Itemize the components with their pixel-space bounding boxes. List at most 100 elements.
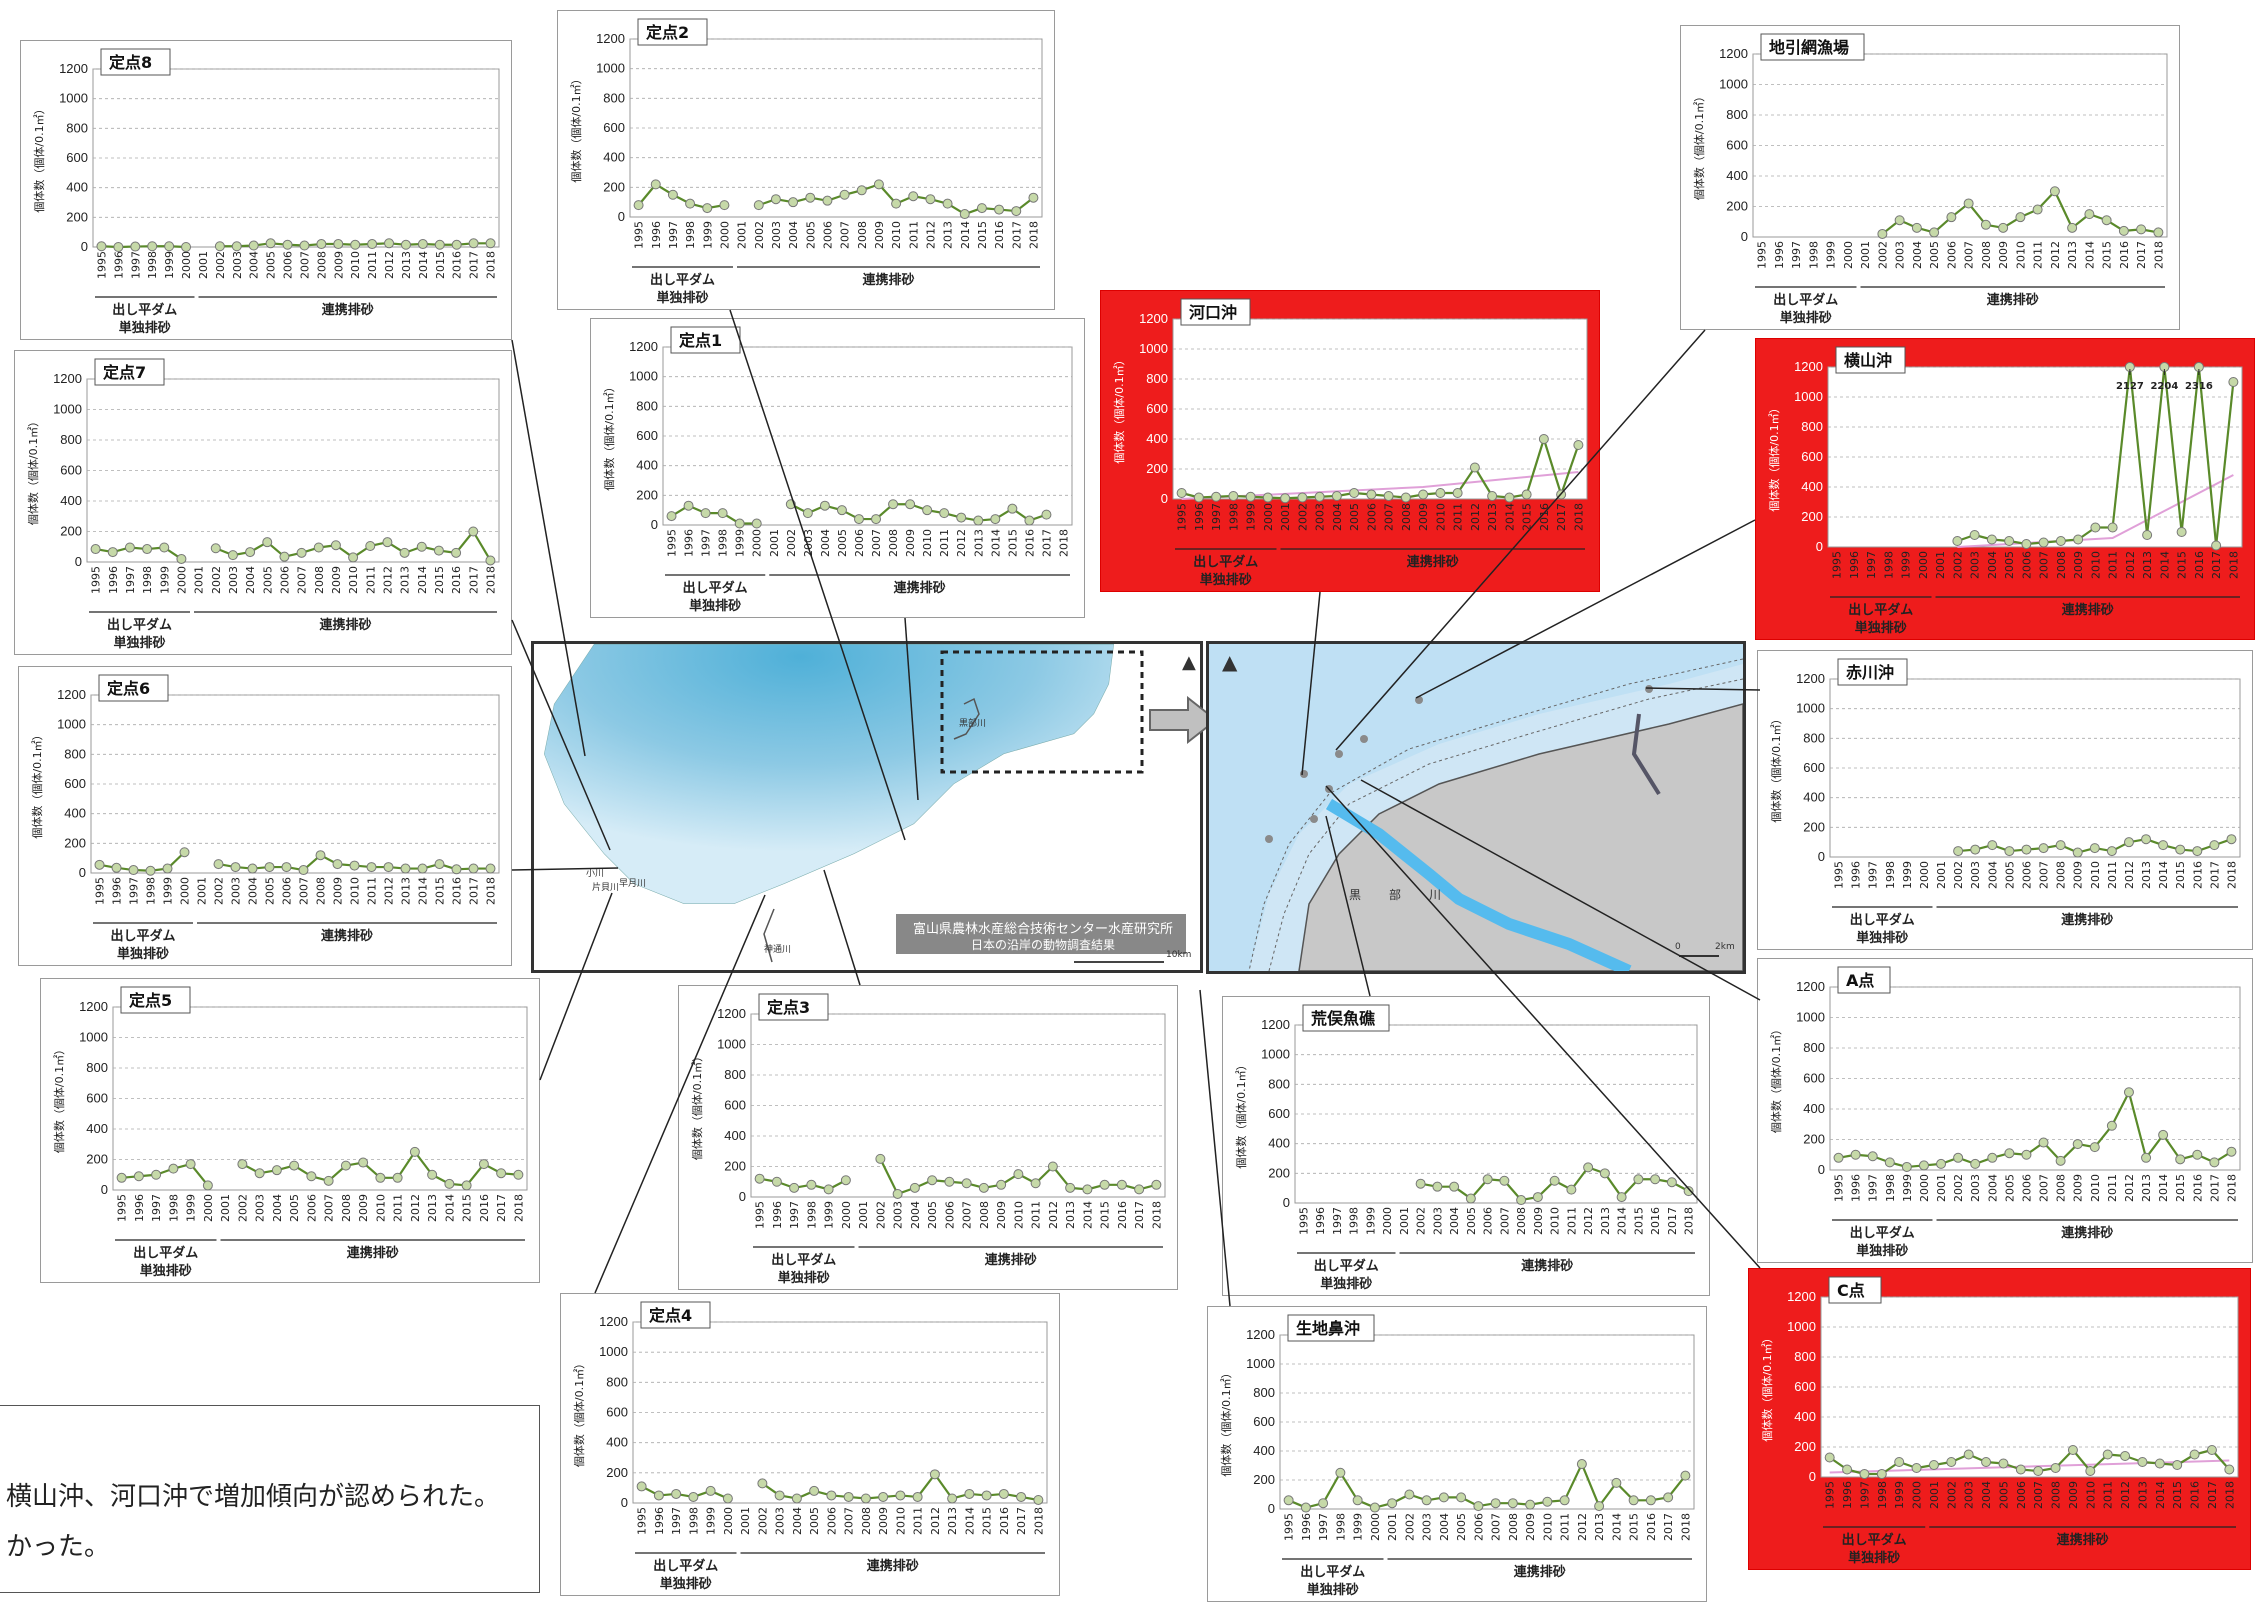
data-point <box>2090 522 2101 533</box>
x-tick-label: 2017 <box>1662 1513 1675 1541</box>
data-point <box>1867 1151 1878 1162</box>
x-tick-label: 2014 <box>1081 1201 1094 1229</box>
data-point <box>2021 539 2032 549</box>
period2-label: 連携排砂 <box>322 302 374 318</box>
data-point <box>316 239 327 250</box>
series-segment <box>2053 190 2074 229</box>
x-tick-label: 2001 <box>197 251 210 279</box>
series-segment <box>472 530 492 562</box>
data-point <box>1418 489 1429 500</box>
x-tick-label: 2008 <box>1980 241 1993 269</box>
x-tick-label: 2016 <box>451 877 464 905</box>
x-tick-label: 2014 <box>959 221 972 249</box>
data-point <box>2209 1157 2220 1168</box>
data-point <box>1986 534 1997 545</box>
x-tick-label: 1998 <box>805 1201 818 1229</box>
data-point <box>1680 1470 1691 1481</box>
period1-label-2: 単独排砂 <box>140 1263 192 1279</box>
data-point <box>128 865 139 876</box>
x-tick-label: 2014 <box>417 877 430 905</box>
chart-title: 地引網漁場 <box>1769 38 1849 57</box>
data-point <box>461 1180 472 1191</box>
data-point <box>2176 527 2187 537</box>
y-tick-label: 1200 <box>1796 979 1825 994</box>
x-tick-label: 2016 <box>2191 1174 2204 1202</box>
chart-title: 赤川沖 <box>1846 663 1894 682</box>
data-point <box>1507 1498 1518 1509</box>
data-point <box>1542 1496 1553 1507</box>
x-tick-label: 1996 <box>1300 1513 1313 1541</box>
x-tick-label: 1997 <box>1790 241 1803 269</box>
data-point <box>2226 1146 2237 1157</box>
series-segment <box>2110 1091 2130 1127</box>
title-box <box>1180 298 1251 326</box>
y-tick-label: 400 <box>60 493 82 508</box>
x-tick-label: 2004 <box>787 221 800 249</box>
data-point <box>754 1173 765 1184</box>
x-tick-label: 1999 <box>1900 551 1913 579</box>
chart-svg-ikuji: 0 200 400 600 800 1000 1200 個体数（個体/0.1㎡） 1995 199… <box>1219 1314 1695 1598</box>
x-tick-label: 2011 <box>2106 861 2119 889</box>
x-tick-label: 2008 <box>860 1507 873 1535</box>
x-tick-label: 2002 <box>874 1201 887 1229</box>
data-point <box>789 1182 800 1193</box>
x-tick-label: 1998 <box>1807 241 1820 269</box>
data-point <box>878 1491 889 1502</box>
x-tick-label: 2004 <box>1986 861 1999 889</box>
data-point <box>1300 1502 1311 1513</box>
x-tick-label: 2000 <box>1369 1513 1382 1541</box>
title-box <box>670 326 741 354</box>
chart-svg-teiten6: 0 200 400 600 800 1000 1200 個体数（個体/0.1㎡） 1995 199… <box>30 674 500 962</box>
data-label: 2316 <box>2185 381 2213 392</box>
y-tick-label: 200 <box>1803 819 1825 834</box>
data-point <box>996 1179 1007 1190</box>
series-segment <box>2197 366 2218 546</box>
x-tick-label: 2006 <box>2020 1174 2033 1202</box>
data-point <box>1633 1174 1644 1185</box>
x-tick-label: 1997 <box>150 1194 163 1222</box>
x-tick-label: 2004 <box>247 877 260 905</box>
y-tick-label: 1000 <box>1796 701 1825 716</box>
data-point <box>666 511 677 522</box>
data-point <box>753 200 764 211</box>
x-tick-label: 2010 <box>374 1194 387 1222</box>
data-point <box>947 1493 958 1504</box>
data-point <box>978 1182 989 1193</box>
data-point <box>444 1178 455 1189</box>
x-tick-label: 2015 <box>434 877 447 905</box>
period2-label: 連携排砂 <box>1514 1564 1566 1580</box>
data-point <box>685 198 696 209</box>
y-tick-label: 1000 <box>1719 77 1748 92</box>
period1-label-1: 出し平ダム <box>133 1245 198 1261</box>
data-point <box>2015 1464 2026 1475</box>
data-point <box>774 1490 785 1501</box>
data-point <box>757 1478 768 1489</box>
x-tick-label: 2000 <box>722 1507 735 1535</box>
data-point <box>1559 1495 1570 1506</box>
x-tick-label: 2007 <box>2032 1481 2045 1509</box>
chart-akagawaoki: 0 200 400 600 800 1000 1200 個体数（個体/0.1㎡） 1995 199… <box>1757 650 2253 950</box>
data-point <box>912 1491 923 1502</box>
x-tick-label: 2015 <box>2174 861 2187 889</box>
y-tick-label: 800 <box>724 1067 746 1082</box>
data-point <box>1030 1178 1041 1189</box>
y-tick-label: 800 <box>1794 1349 1816 1364</box>
x-tick-label: 1996 <box>1193 503 1206 531</box>
period2-label: 連携排砂 <box>862 272 914 288</box>
x-tick-label: 1995 <box>1297 1207 1310 1235</box>
chart-teiten4: 0 200 400 600 800 1000 1200 個体数（個体/0.1㎡） 1995 199… <box>560 1293 1060 1596</box>
data-point <box>375 1172 386 1183</box>
data-point <box>1549 1175 1560 1186</box>
x-tick-label: 2014 <box>417 251 430 279</box>
data-point <box>2118 225 2129 236</box>
x-tick-label: 2002 <box>213 877 226 905</box>
data-point <box>2189 1449 2200 1460</box>
y-tick-label: 0 <box>1809 1469 1816 1484</box>
title-box <box>1287 1314 1375 1342</box>
period2-label: 連携排砂 <box>985 1252 1037 1268</box>
x-tick-label: 2000 <box>1842 241 1855 269</box>
period2-label: 連携排砂 <box>2062 602 2114 618</box>
x-tick-label: 2012 <box>383 251 396 279</box>
data-point <box>1082 1184 1093 1195</box>
station-kakouoki <box>1300 770 1308 778</box>
